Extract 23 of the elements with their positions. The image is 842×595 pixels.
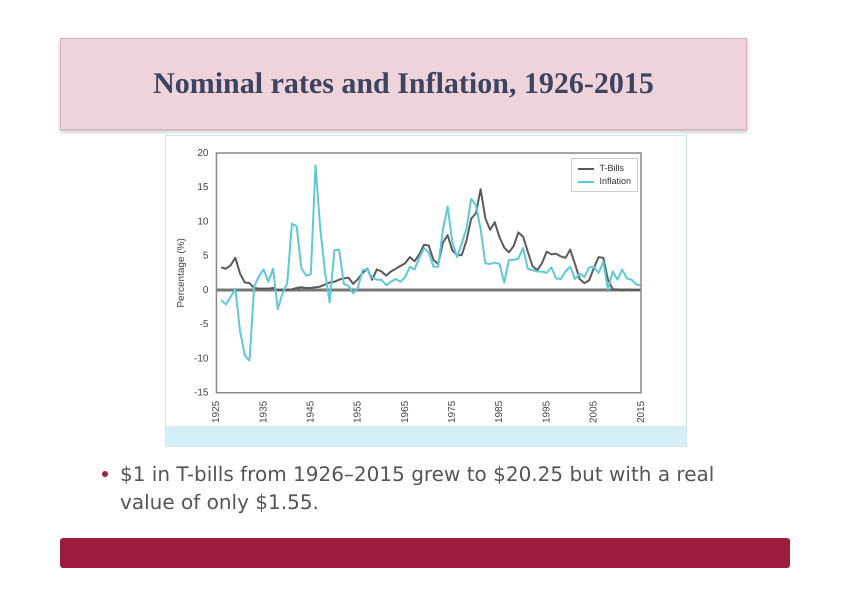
y-tick-label: 10 [197, 216, 209, 228]
x-tick-label: 2005 [588, 400, 600, 424]
x-tick-label: 1965 [400, 400, 411, 424]
x-tick-label: 1955 [352, 400, 364, 424]
x-tick-label: 2015 [636, 400, 647, 424]
x-tick-label: 1985 [494, 400, 506, 424]
x-tick-label: 1995 [541, 400, 552, 424]
x-tick-label: 1975 [447, 400, 458, 424]
y-tick-label: -5 [200, 319, 209, 330]
legend-label: T-Bills [599, 162, 624, 175]
x-tick-label: 1925 [211, 400, 222, 424]
y-axis-title: Percentage (%) [176, 238, 187, 308]
y-tick-label: -15 [194, 388, 209, 399]
y-tick-label: 0 [202, 284, 209, 296]
y-tick-label: 5 [202, 250, 209, 262]
y-tick-label: 15 [197, 182, 209, 193]
x-tick-label: 1935 [258, 400, 270, 424]
y-tick-label: -10 [194, 353, 209, 364]
y-tick-label: 20 [197, 148, 209, 159]
legend-label: Inflation [599, 175, 631, 188]
x-tick-label: 1945 [306, 400, 317, 424]
text: $1 in T-bills from 1926–2015 grew to $20.25 but with a real value of only $1.55. [120, 462, 714, 514]
chart-title: Nominal rates and Inflation, 1926-2015 [153, 67, 654, 101]
